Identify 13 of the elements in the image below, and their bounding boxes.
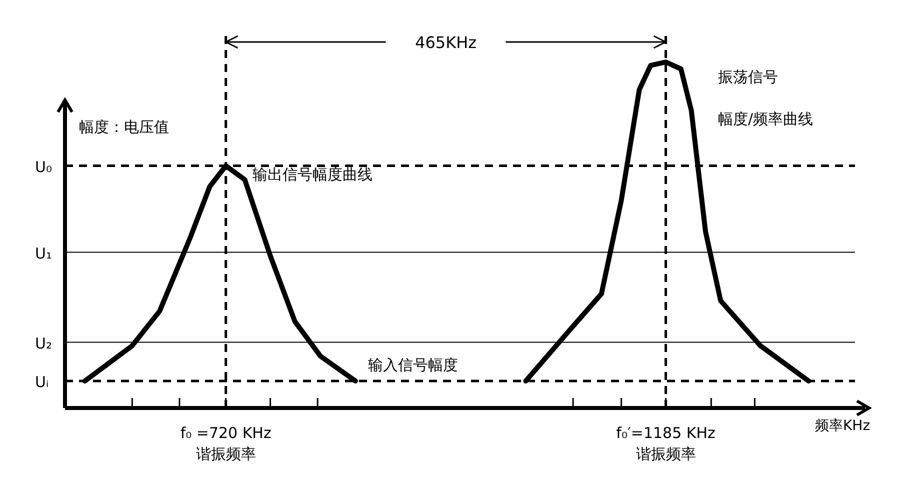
- annotation: 输入信号幅度: [368, 356, 458, 374]
- y-axis-title: 幅度：电压值: [79, 118, 169, 136]
- x-tick-label: f₀′=1185 KHz 谐振频率: [616, 424, 716, 463]
- annotation: 振荡信号: [718, 68, 778, 86]
- annotation: 幅度/频率曲线: [718, 110, 814, 128]
- text: 465KHz: [415, 33, 477, 52]
- x-axis-title: 频率KHz: [815, 418, 870, 434]
- ref-line-label: U₂: [35, 334, 52, 352]
- x-tick-label: f₀ =720 KHz 谐振频率: [180, 424, 272, 463]
- ref-line-label: U₀: [35, 158, 52, 176]
- ref-line-label: U₁: [35, 244, 52, 262]
- ref-line-label: Uᵢ: [35, 373, 49, 392]
- annotation: 输出信号幅度曲线: [252, 166, 372, 184]
